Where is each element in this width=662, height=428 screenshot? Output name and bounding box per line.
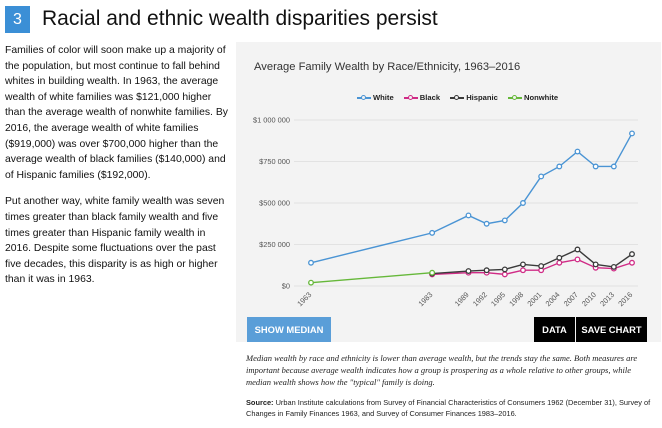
source-label: Source: xyxy=(246,398,274,407)
x-tick-label: 2004 xyxy=(544,290,562,308)
data-point-black xyxy=(520,267,526,274)
page-title: Racial and ethnic wealth disparities per… xyxy=(42,7,438,30)
data-point-white xyxy=(610,163,617,170)
data-point-hispanic xyxy=(538,263,545,270)
data-point-white xyxy=(483,220,490,227)
y-tick-label: $250 000 xyxy=(259,240,290,249)
legend-label-white: White xyxy=(373,93,394,102)
source-text: Urban Institute calculations from Survey… xyxy=(246,398,651,419)
data-point-hispanic xyxy=(520,261,526,268)
legend-label-hispanic: Hispanic xyxy=(466,93,498,102)
data-point-white xyxy=(501,217,508,224)
x-tick-label: 1989 xyxy=(453,290,471,308)
x-tick-label: 1983 xyxy=(416,290,434,308)
data-button[interactable]: DATA xyxy=(534,317,575,342)
data-point-hispanic xyxy=(556,254,563,261)
data-point-black xyxy=(556,259,563,266)
data-point-hispanic xyxy=(465,268,472,275)
data-point-hispanic xyxy=(574,246,581,253)
data-point-hispanic xyxy=(629,251,635,258)
x-tick-label: 2001 xyxy=(525,290,543,308)
data-point-white xyxy=(592,163,599,170)
series-line-white xyxy=(310,133,633,264)
chart-panel: Average Family Wealth by Race/Ethnicity,… xyxy=(236,42,661,342)
y-tick-label: $1 000 000 xyxy=(253,116,290,125)
data-point-black xyxy=(629,259,635,266)
source-note: Source: Urban Institute calculations fro… xyxy=(246,397,658,419)
x-tick-label: 1992 xyxy=(471,290,489,308)
x-tick-label: 1995 xyxy=(489,290,507,308)
legend-item-black[interactable]: Black xyxy=(403,93,441,102)
chart-caption: Median wealth by race and ethnicity is l… xyxy=(246,353,638,388)
y-tick-label: $500 000 xyxy=(259,199,290,208)
section-number-badge: 3 xyxy=(5,6,30,33)
legend-marker-black xyxy=(403,94,418,102)
data-point-black xyxy=(574,256,581,263)
body-paragraph-1: Families of color will soon make up a ma… xyxy=(5,45,228,181)
data-point-hispanic xyxy=(592,261,599,268)
data-point-hispanic xyxy=(610,263,617,270)
data-point-white xyxy=(308,259,314,266)
legend-item-nonwhite[interactable]: Nonwhite xyxy=(507,93,559,102)
data-point-white xyxy=(538,173,545,180)
legend-label-nonwhite: Nonwhite xyxy=(523,93,559,102)
x-tick-label: 1998 xyxy=(507,290,525,308)
series-line-nonwhite xyxy=(310,272,433,284)
line-chart: $0 $250 000 $500 000 $750 000 $1 000 000 1963… xyxy=(253,116,638,308)
data-point-white xyxy=(629,130,635,137)
data-point-white xyxy=(556,163,563,170)
legend-item-hispanic[interactable]: Hispanic xyxy=(450,93,498,102)
show-median-button[interactable]: SHOW MEDIAN xyxy=(247,317,331,342)
legend-marker-white xyxy=(357,94,371,102)
data-point-hispanic xyxy=(483,267,490,274)
legend-item-white[interactable]: White xyxy=(357,93,394,102)
legend-label-black: Black xyxy=(419,93,441,102)
y-tick-label: $750 000 xyxy=(259,157,290,166)
chart-legend: White Black Hispanic Nonwhite xyxy=(357,93,566,105)
data-point-black xyxy=(501,271,508,278)
data-point-nonwhite xyxy=(429,269,436,276)
data-point-nonwhite xyxy=(308,279,314,286)
page-header: 3 Racial and ethnic wealth disparities p… xyxy=(0,0,662,36)
save-chart-button[interactable]: SAVE CHART xyxy=(576,317,647,342)
y-tick-label: $0 xyxy=(282,282,290,291)
chart-title: Average Family Wealth by Race/Ethnicity,… xyxy=(254,61,521,73)
data-point-white xyxy=(574,148,581,155)
x-tick-label: 1963 xyxy=(295,290,313,308)
data-point-hispanic xyxy=(501,266,508,273)
data-point-white xyxy=(520,200,526,206)
body-paragraph-2: Put another way, white family wealth was… xyxy=(5,196,225,286)
body-text: Families of color will soon make up a ma… xyxy=(5,43,230,299)
legend-marker-hispanic xyxy=(450,94,465,102)
data-point-white xyxy=(429,229,436,236)
x-tick-label: 2016 xyxy=(616,290,634,308)
data-point-white xyxy=(465,212,472,219)
legend-marker-nonwhite xyxy=(507,94,522,102)
x-tick-label: 2007 xyxy=(562,290,580,308)
x-tick-label: 2010 xyxy=(580,290,598,308)
x-tick-label: 2013 xyxy=(598,290,616,308)
